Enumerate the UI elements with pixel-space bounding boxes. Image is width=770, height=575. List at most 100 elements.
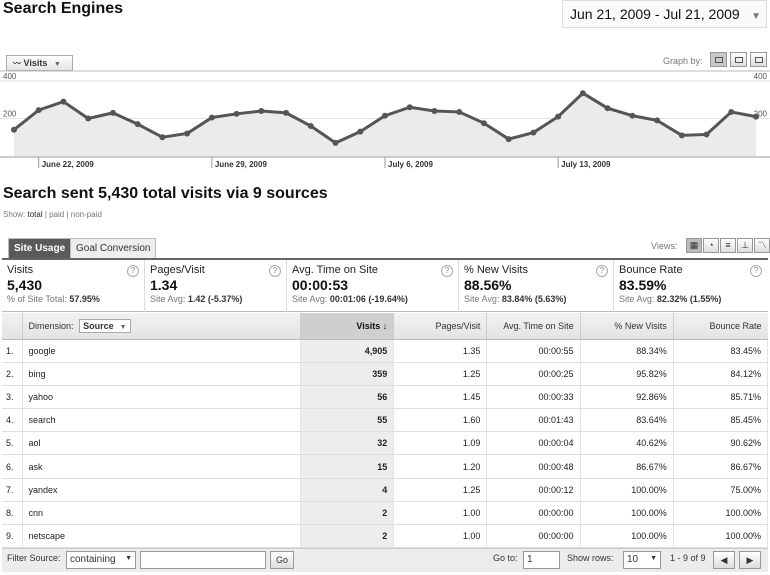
filter-mode-select[interactable]: containing ▼ [66, 551, 136, 569]
cell-bounce-rate: 90.62% [673, 431, 769, 456]
col-bounce-rate-header[interactable]: Bounce Rate [673, 313, 768, 340]
table-row[interactable]: 9. netscape 2 1.00 00:00:00 100.00% 100.00% [2, 524, 769, 549]
index-header [2, 313, 23, 340]
table-row[interactable]: 5. aol 32 1.09 00:00:04 40.62% 90.62% [2, 431, 769, 456]
help-icon[interactable]: ? [269, 265, 281, 277]
pivot-view-icon[interactable]: 〽 [754, 238, 770, 253]
filter-input[interactable] [140, 551, 266, 569]
col-new-visits-header[interactable]: % New Visits [580, 313, 674, 340]
goto-input[interactable]: 1 [523, 551, 560, 569]
cell-visits: 56 [300, 385, 395, 410]
source-link[interactable]: search [22, 408, 302, 433]
row-index: 1. [2, 339, 23, 363]
tab-site-usage[interactable]: Site Usage [8, 238, 72, 258]
source-link[interactable]: google [22, 339, 302, 363]
visits-point [456, 108, 463, 115]
table-row[interactable]: 3. yahoo 56 1.45 00:00:33 92.86% 85.71% [2, 385, 769, 410]
source-link[interactable]: bing [22, 362, 302, 386]
chevron-down-icon: ▼ [119, 323, 127, 331]
filter-go-button[interactable]: Go [270, 551, 294, 569]
col-pages-visit-header[interactable]: Pages/Visit [393, 313, 488, 340]
cell-pages-visit: 1.00 [393, 501, 488, 526]
cell-visits: 15 [300, 454, 395, 479]
row-index: 3. [2, 385, 23, 410]
scorecard-value: 00:00:53 [292, 277, 349, 293]
chevron-down-icon: ▼ [53, 61, 61, 68]
dimension-select[interactable]: Source ▼ [79, 318, 131, 333]
visits-point [406, 104, 413, 111]
goto-label: Go to: [493, 553, 518, 563]
visits-point [530, 129, 537, 136]
scorecard-avg-time: Avg. Time on Site 00:00:53 Site Avg: 00:… [287, 260, 459, 312]
chevron-down-icon: ▼ [650, 555, 657, 562]
source-link[interactable]: netscape [22, 524, 302, 549]
cell-pages-visit: 1.20 [393, 454, 488, 479]
help-icon[interactable]: ? [596, 265, 608, 277]
show-total-link[interactable]: total [27, 210, 43, 219]
show-rows-value: 10 [627, 554, 639, 565]
next-page-button[interactable]: ▶ [739, 551, 761, 569]
visits-point [109, 109, 116, 116]
graph-by-week-button[interactable] [730, 52, 747, 67]
visits-point [629, 112, 636, 119]
cell-pages-visit: 1.60 [393, 408, 488, 433]
show-paid-link[interactable]: paid [49, 210, 65, 219]
show-nonpaid-link[interactable]: non-paid [70, 210, 102, 219]
pie-view-icon[interactable]: ◔ [703, 238, 719, 253]
y-tick-label-right: 400 [754, 72, 768, 81]
table-row[interactable]: 7. yandex 4 1.25 00:00:12 100.00% 75.00% [2, 478, 769, 502]
tab-goal-conversion[interactable]: Goal Conversion [70, 238, 157, 258]
visits-area [14, 93, 756, 156]
visits-point [654, 117, 661, 124]
cell-avg-time: 00:01:43 [486, 408, 581, 433]
comparison-view-icon[interactable]: ⊥ [737, 238, 753, 253]
show-rows-select[interactable]: 10 ▼ [623, 551, 661, 569]
summary-title: Search sent 5,430 total visits via 9 sou… [3, 185, 328, 202]
visits-point [431, 108, 438, 114]
tab-divider [2, 258, 768, 260]
help-icon[interactable]: ? [127, 265, 139, 277]
graph-metric-select[interactable]: 〰 Visits ▼ [6, 55, 73, 71]
graph-by-day-button[interactable] [710, 52, 727, 67]
dimension-value: Source [83, 320, 114, 331]
visits-point [357, 128, 364, 135]
table-row[interactable]: 2. bing 359 1.25 00:00:25 95.82% 84.12% [2, 362, 769, 386]
cell-avg-time: 00:00:48 [486, 454, 581, 479]
visits-point [678, 132, 685, 139]
table-row[interactable]: 6. ask 15 1.20 00:00:48 86.67% 86.67% [2, 454, 769, 479]
cell-pages-visit: 1.09 [393, 431, 488, 456]
col-visits-header[interactable]: Visits ↓ [300, 313, 395, 340]
line-chart-icon: 〰 [13, 59, 21, 68]
filter-label: Filter Source: [7, 553, 61, 563]
cell-bounce-rate: 86.67% [673, 454, 769, 479]
help-icon[interactable]: ? [441, 265, 453, 277]
source-link[interactable]: cnn [22, 501, 302, 526]
cell-avg-time: 00:00:33 [486, 385, 581, 410]
table-view-icon[interactable]: ▦ [686, 238, 702, 253]
source-link[interactable]: aol [22, 431, 302, 456]
cell-bounce-rate: 85.45% [673, 408, 769, 433]
scorecard-sub: % of Site Total: 57.95% [7, 294, 100, 304]
graph-by-month-button[interactable] [750, 52, 767, 67]
cell-visits: 55 [300, 408, 395, 433]
prev-page-button[interactable]: ◀ [713, 551, 735, 569]
scorecard-label: Bounce Rate [619, 264, 683, 276]
scorecard-value: 1.34 [150, 277, 178, 293]
visits-point [134, 121, 141, 128]
table-row[interactable]: 4. search 55 1.60 00:01:43 83.64% 85.45% [2, 408, 769, 433]
source-link[interactable]: yandex [22, 478, 302, 502]
source-link[interactable]: yahoo [22, 385, 302, 410]
col-avg-time-header[interactable]: Avg. Time on Site [486, 313, 581, 340]
table-row[interactable]: 8. cnn 2 1.00 00:00:00 100.00% 100.00% [2, 501, 769, 526]
date-range-picker[interactable]: Jun 21, 2009 - Jul 21, 2009 ▼ [562, 0, 767, 28]
x-tick-label: July 13, 2009 [561, 160, 611, 169]
visits-point [307, 123, 314, 129]
bar-view-icon[interactable]: ≡ [720, 238, 736, 253]
row-index: 7. [2, 478, 23, 502]
cell-new-visits: 92.86% [580, 385, 674, 410]
cell-new-visits: 86.67% [580, 454, 674, 479]
help-icon[interactable]: ? [750, 265, 762, 277]
visits-point [11, 126, 17, 133]
source-link[interactable]: ask [22, 454, 302, 479]
table-row[interactable]: 1. google 4,905 1.35 00:00:55 88.34% 83.45% [2, 339, 769, 363]
